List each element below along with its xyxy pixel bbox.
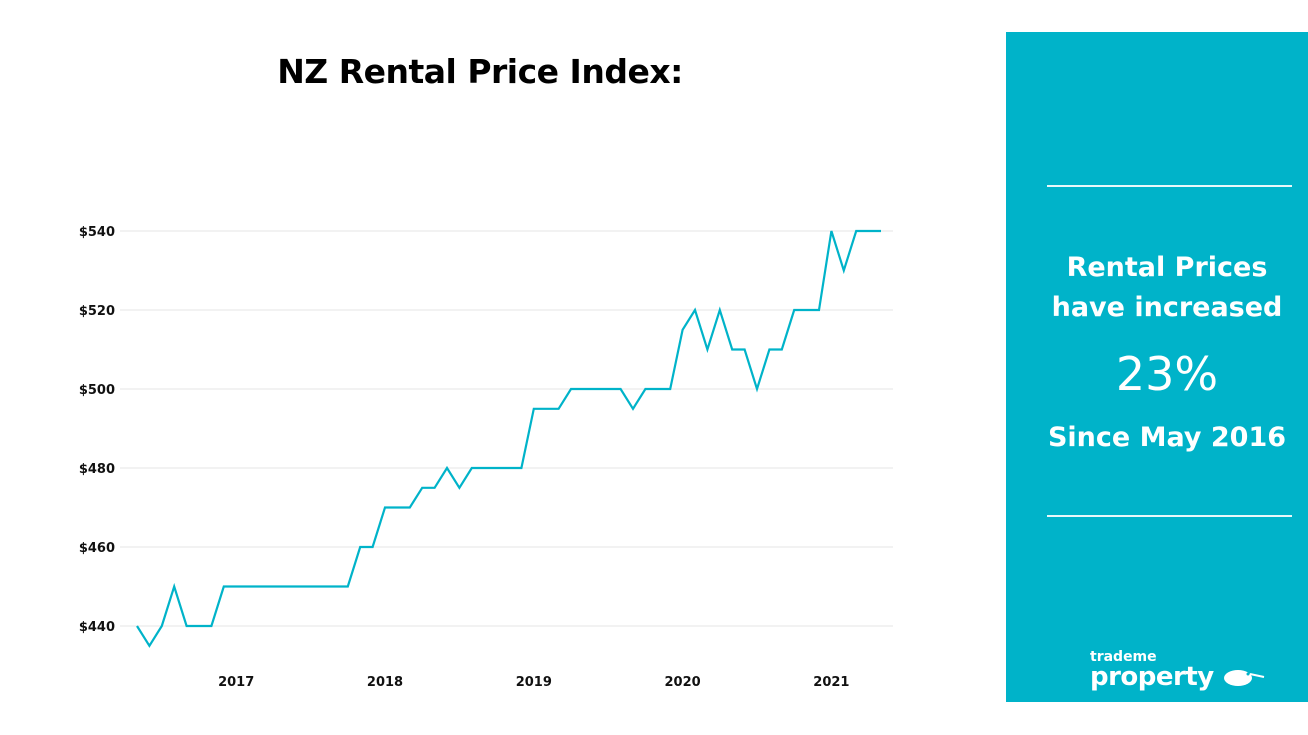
- panel-since: Since May 2016: [1047, 422, 1287, 453]
- y-tick-label: $540: [79, 225, 115, 240]
- y-tick-label: $480: [79, 462, 115, 477]
- y-tick-label: $440: [79, 620, 115, 635]
- y-tick-label: $520: [79, 304, 115, 319]
- y-tick-label: $500: [79, 383, 115, 398]
- chart-title: NZ Rental Price Index:: [277, 52, 683, 91]
- x-tick-label: 2018: [367, 675, 403, 690]
- panel-line2: have increased: [1051, 292, 1283, 323]
- kiwi-icon: [1223, 670, 1264, 686]
- x-tick-label: 2019: [516, 675, 552, 690]
- divider-bottom: [1047, 515, 1292, 517]
- x-tick-label: 2021: [813, 675, 849, 690]
- line-chart: $440 $460 $480 $500 $520 $540 2017 2018 2019 202…: [79, 225, 893, 690]
- panel-percent: 23%: [1115, 347, 1219, 401]
- panel-line1: Rental Prices: [1066, 252, 1268, 283]
- divider-top: [1047, 185, 1292, 187]
- summary-panel: Rental Prices have increased 23% Since M…: [1006, 32, 1308, 702]
- trademe-property-logo: trademe property: [1090, 650, 1266, 690]
- series-line: [136, 229, 881, 648]
- logo-small-text: trademe: [1090, 649, 1157, 665]
- logo-large-text: property: [1090, 662, 1214, 692]
- x-tick-label: 2020: [665, 675, 701, 690]
- y-tick-label: $460: [79, 541, 115, 556]
- x-tick-label: 2017: [218, 675, 254, 690]
